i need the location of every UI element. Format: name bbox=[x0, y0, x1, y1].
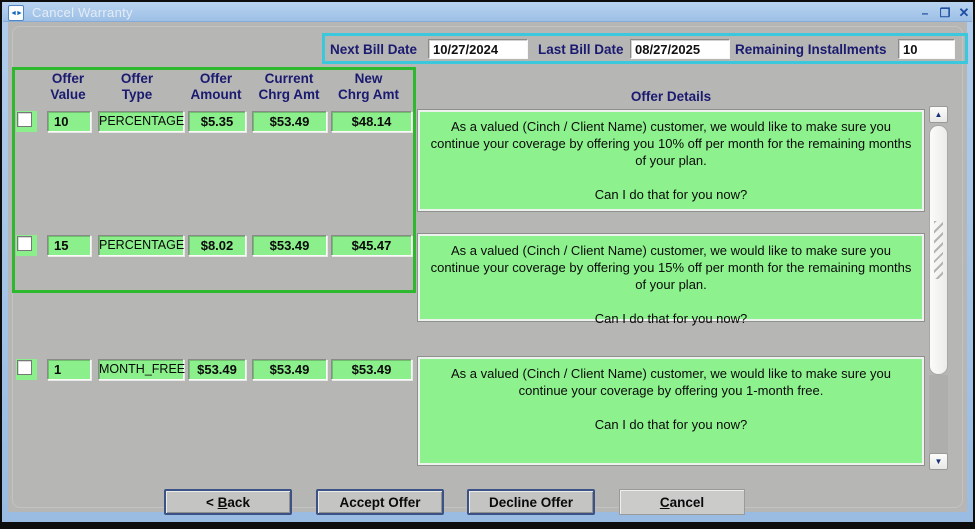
offer-type-field: MONTH_FREE bbox=[98, 359, 185, 380]
next-bill-date-label: Next Bill Date bbox=[330, 42, 418, 57]
remaining-installments-label: Remaining Installments bbox=[735, 42, 887, 57]
offer-value-field: 1 bbox=[47, 359, 91, 380]
col-header-offer-value: Offer Value bbox=[50, 71, 86, 102]
col-header-current-chrg-amt: Current Chrg Amt bbox=[258, 71, 320, 102]
offer-row: 15 PERCENTAGE $8.02 $53.49 $45.47 bbox=[0, 235, 420, 257]
offer-type-field: PERCENTAGE bbox=[98, 111, 184, 132]
offer-checkbox[interactable] bbox=[16, 359, 37, 380]
current-chrg-field: $53.49 bbox=[252, 235, 327, 256]
offer-amount-field: $5.35 bbox=[188, 111, 246, 132]
maximize-icon[interactable]: ❐ bbox=[939, 5, 951, 20]
new-chrg-field: $53.49 bbox=[331, 359, 412, 380]
offer-checkbox[interactable] bbox=[16, 111, 37, 132]
offer-detail-box: As a valued (Cinch / Client Name) custom… bbox=[417, 356, 925, 466]
offer-row: 1 MONTH_FREE $53.49 $53.49 $53.49 bbox=[0, 359, 420, 381]
titlebar[interactable]: ◄► Cancel Warranty – ❐ ✕ bbox=[3, 2, 972, 22]
offer-amount-field: $53.49 bbox=[188, 359, 246, 380]
last-bill-date-input[interactable] bbox=[630, 39, 730, 59]
new-chrg-field: $45.47 bbox=[331, 235, 412, 256]
offer-amount-field: $8.02 bbox=[188, 235, 246, 256]
offer-detail-body: As a valued (Cinch / Client Name) custom… bbox=[430, 243, 912, 292]
col-header-offer-amount: Offer Amount bbox=[190, 71, 242, 102]
remaining-installments-input[interactable] bbox=[898, 39, 955, 59]
offer-row: 10 PERCENTAGE $5.35 $53.49 $48.14 bbox=[0, 111, 420, 133]
offer-detail-question: Can I do that for you now? bbox=[594, 187, 748, 202]
close-icon[interactable]: ✕ bbox=[958, 4, 970, 20]
col-header-offer-type: Offer Type bbox=[120, 71, 154, 102]
checkbox-box[interactable] bbox=[17, 236, 32, 251]
last-bill-date-label: Last Bill Date bbox=[538, 42, 624, 57]
scroll-down-icon[interactable]: ▼ bbox=[929, 453, 948, 470]
offer-detail-box: As a valued (Cinch / Client Name) custom… bbox=[417, 109, 925, 212]
offer-checkbox[interactable] bbox=[16, 235, 37, 256]
offer-detail-body: As a valued (Cinch / Client Name) custom… bbox=[450, 366, 892, 398]
checkbox-box[interactable] bbox=[17, 360, 32, 375]
app-icon: ◄► bbox=[8, 5, 24, 21]
current-chrg-field: $53.49 bbox=[252, 359, 327, 380]
scrollbar-track[interactable] bbox=[929, 375, 948, 453]
minimize-icon[interactable]: – bbox=[921, 5, 929, 20]
scroll-up-icon[interactable]: ▲ bbox=[929, 106, 948, 123]
new-chrg-field: $48.14 bbox=[331, 111, 412, 132]
offer-detail-question: Can I do that for you now? bbox=[594, 417, 748, 432]
next-bill-date-input[interactable] bbox=[428, 39, 528, 59]
scrollbar-thumb[interactable] bbox=[929, 125, 948, 375]
checkbox-box[interactable] bbox=[17, 112, 32, 127]
offer-detail-body: As a valued (Cinch / Client Name) custom… bbox=[430, 119, 912, 168]
offer-detail-question: Can I do that for you now? bbox=[594, 311, 748, 326]
decline-offer-button[interactable]: Decline Offer bbox=[467, 489, 595, 515]
offer-type-field: PERCENTAGE bbox=[98, 235, 184, 256]
current-chrg-field: $53.49 bbox=[252, 111, 327, 132]
offer-details-title: Offer Details bbox=[630, 89, 712, 104]
window-title: Cancel Warranty bbox=[32, 5, 133, 20]
accept-offer-button[interactable]: Accept Offer bbox=[316, 489, 444, 515]
offer-value-field: 10 bbox=[47, 111, 91, 132]
scrollbar-grip bbox=[934, 221, 943, 279]
offer-detail-box: As a valued (Cinch / Client Name) custom… bbox=[417, 233, 925, 326]
offer-value-field: 15 bbox=[47, 235, 91, 256]
col-header-new-chrg-amt: New Chrg Amt bbox=[338, 71, 399, 102]
